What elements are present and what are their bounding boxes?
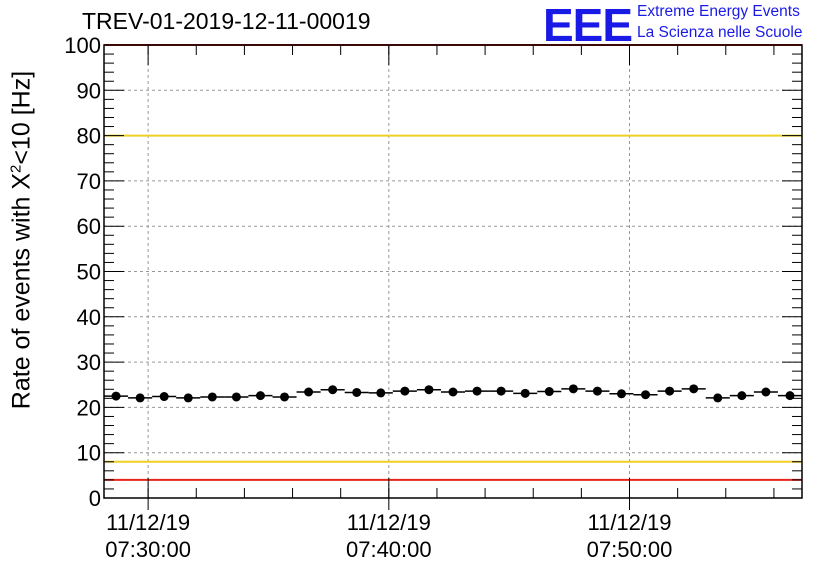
data-point (689, 384, 699, 394)
y-tick-label: 40 (77, 305, 101, 330)
grid (104, 45, 802, 498)
data-point (520, 388, 530, 398)
data-point (665, 386, 675, 396)
data-point (641, 390, 651, 400)
y-tick-label: 20 (77, 395, 101, 420)
data-point (424, 385, 434, 395)
data-point (568, 384, 578, 394)
axis-ticks (104, 44, 802, 510)
y-axis-label-prefix: Rate of events with X (7, 172, 36, 410)
y-axis-label-sup: 2 (7, 164, 25, 173)
y-tick-label: 80 (77, 124, 101, 149)
data-points (104, 384, 802, 403)
data-point (472, 386, 482, 396)
y-tick-label: 10 (77, 441, 101, 466)
reference-lines (104, 44, 802, 481)
data-point (496, 386, 506, 396)
x-tick-label-date: 11/12/19 (587, 510, 671, 535)
data-point (231, 392, 241, 402)
x-tick-label-time: 07:50:00 (587, 537, 673, 562)
y-tick-label: 0 (89, 486, 101, 511)
data-point (255, 391, 265, 401)
data-point (713, 393, 723, 403)
data-point (616, 389, 626, 399)
logo-text-line1: Extreme Energy Events (637, 3, 800, 20)
y-tick-label: 60 (77, 214, 101, 239)
data-point (376, 388, 386, 398)
logo-text-line2: La Scienza nelle Scuole (637, 24, 803, 41)
data-point (400, 386, 410, 396)
data-point (328, 385, 338, 395)
y-tick-label: 100 (64, 33, 101, 58)
data-point (280, 392, 290, 402)
y-tick-label: 30 (77, 350, 101, 375)
chart-title: TREV-01-2019-12-11-00019 (82, 8, 371, 34)
data-point (183, 393, 193, 403)
data-point (111, 391, 121, 401)
y-axis-label: Rate of events with X2<10 [Hz] (7, 71, 36, 409)
data-point (544, 387, 554, 397)
x-tick-label-time: 07:30:00 (105, 537, 191, 562)
y-tick-label: 70 (77, 169, 101, 194)
y-tick-label: 50 (77, 260, 101, 285)
data-point (159, 392, 169, 402)
data-point (135, 393, 145, 403)
data-point (448, 387, 458, 397)
x-tick-label-date: 11/12/19 (106, 510, 190, 535)
x-tick-labels: 11/12/1907:30:0011/12/1907:40:0011/12/19… (105, 510, 672, 562)
y-tick-label: 90 (77, 78, 101, 103)
data-point (352, 387, 362, 397)
data-point (304, 387, 314, 397)
x-tick-label-date: 11/12/19 (347, 510, 431, 535)
data-point (761, 387, 771, 397)
data-point (592, 386, 602, 396)
y-tick-labels: 0 10 20 30 40 50 60 70 80 90 100 (64, 33, 101, 511)
data-point (737, 391, 747, 401)
x-tick-label-time: 07:40:00 (346, 537, 432, 562)
eee-logo-mark: EEE (543, 0, 633, 51)
data-point (207, 392, 217, 402)
y-axis-label-suffix: <10 [Hz] (7, 70, 36, 165)
